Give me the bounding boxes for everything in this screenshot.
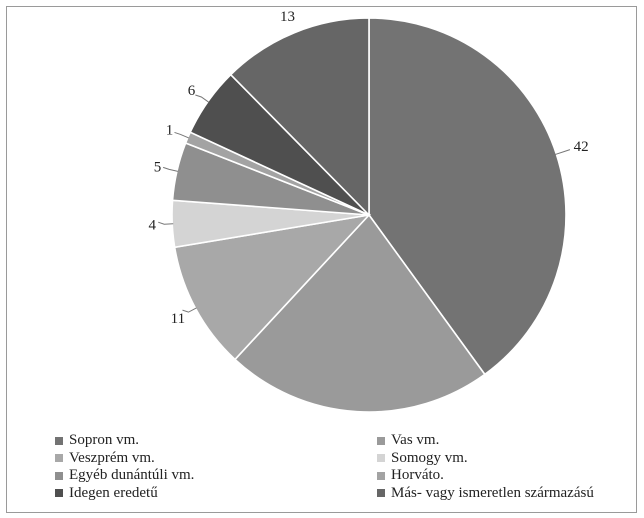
data-label-mas-vagy-ismeretlen-szarmazasu: 13: [280, 9, 295, 25]
legend-item-mas-vagy-ismeretlen-szarmazasu: Más- vagy ismeretlen származású: [377, 485, 644, 503]
legend-item-vas-vm: Vas vm.: [377, 432, 644, 450]
data-label-idegen-eredetu: 6: [188, 83, 196, 99]
pie-chart: 422311451613: [148, 9, 589, 413]
leader-line-horvato: [174, 131, 189, 139]
data-label-horvato: 1: [166, 123, 174, 139]
legend-item-somogy-vm: Somogy vm.: [377, 450, 644, 468]
leader-line-idegen-eredetu: [195, 94, 210, 103]
legend-item-idegen-eredetu: Idegen eredetű: [55, 485, 377, 503]
pie-slice-vas-vm: [233, 213, 486, 413]
legend-label: Vas vm.: [391, 432, 440, 448]
legend-swatch: [55, 471, 63, 480]
legend-swatch: [377, 489, 385, 498]
legend-label: Más- vagy ismeretlen származású: [391, 484, 594, 501]
legend-label: Sopron vm.: [69, 432, 140, 448]
legend-item-veszprem-vm: Veszprém vm.: [55, 450, 377, 468]
legend-swatch: [55, 454, 63, 463]
legend-item-horvato: Horváto.: [377, 467, 644, 485]
data-label-veszprem-vm: 11: [171, 311, 185, 327]
data-label-somogy-vm: 4: [148, 218, 156, 234]
legend-label: Veszprém vm.: [69, 449, 155, 466]
legend-item-egyeb-dunantuli-vm: Egyéb dunántúli vm.: [55, 467, 377, 485]
legend-swatch: [55, 489, 63, 498]
legend-item-sopron-vm: Sopron vm.: [55, 432, 377, 450]
leader-line-sopron-vm: [555, 149, 571, 155]
legend-label: Idegen eredetű: [69, 484, 158, 501]
leader-line-veszprem-vm: [182, 307, 197, 313]
chart-legend: Sopron vm. Vas vm. Veszprém vm. Somogy vm. E…: [55, 432, 644, 502]
chart-frame: 422311451613 Sopron vm.Vas vm.Veszprém v…: [6, 6, 637, 513]
data-label-egyeb-dunantuli-vm: 5: [154, 160, 162, 176]
leader-line-somogy-vm: [158, 221, 174, 225]
legend-swatch: [377, 436, 385, 445]
leader-line-egyeb-dunantuli-vm: [162, 166, 179, 172]
legend-swatch: [377, 454, 385, 463]
pie-slice-mas-vagy-ismeretlen-szarmazasu: [229, 17, 370, 217]
legend-label: Somogy vm.: [391, 449, 468, 466]
legend-label: Egyéb dunántúli vm.: [69, 467, 195, 483]
data-label-sopron-vm: 42: [574, 139, 589, 155]
legend-swatch: [377, 471, 385, 480]
legend-label: Horváto.: [391, 467, 444, 483]
legend-swatch: [55, 436, 63, 445]
